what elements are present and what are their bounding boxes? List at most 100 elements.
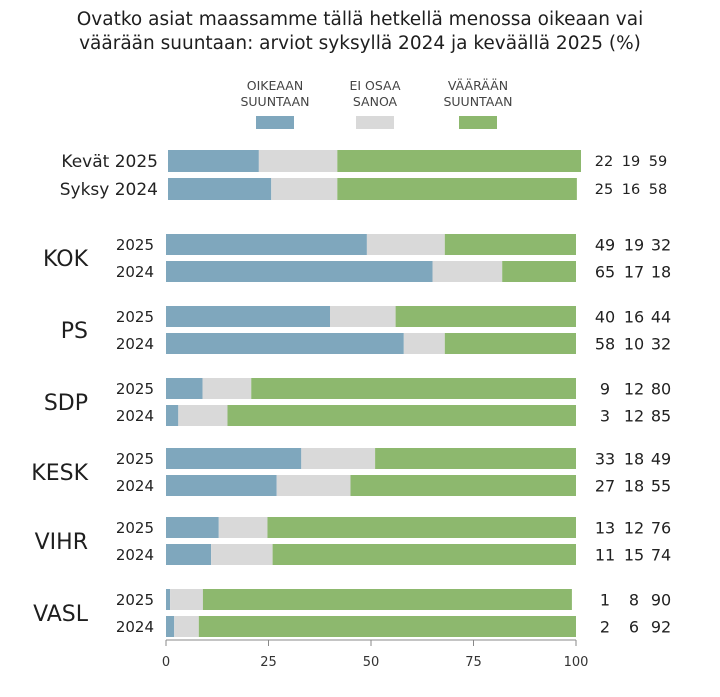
group-5-row-1-bar-segment-2 xyxy=(301,448,376,469)
group-4-row-1-bar-segment-1 xyxy=(166,378,203,399)
group-3-row-1-bar-segment-3 xyxy=(395,306,576,327)
group-4-row-2-bar-segment-1 xyxy=(166,405,179,426)
group-7-row-2-value-3: 92 xyxy=(651,617,671,636)
group-6-row-2-label: 2024 xyxy=(116,546,154,564)
group-1-row-1-label: Kevät 2025 xyxy=(61,152,158,172)
group-5-row-1-value-1: 33 xyxy=(595,449,615,468)
group-7-row-1-value-2: 8 xyxy=(629,590,639,609)
group-label-ps: PS xyxy=(61,319,88,344)
group-4-row-2-value-1: 3 xyxy=(600,406,610,425)
group-2-row-2-bar-segment-2 xyxy=(432,261,503,282)
group-5-row-2-bar-segment-3 xyxy=(350,475,576,496)
group-1-row-1-value-1: 22 xyxy=(595,154,613,170)
group-2-row-2-value-1: 65 xyxy=(595,262,615,281)
group-2-row-1-bar-segment-2 xyxy=(366,234,445,255)
group-3-row-2-label: 2024 xyxy=(116,335,154,353)
group-4-row-1-label: 2025 xyxy=(116,380,154,398)
group-2-row-1-value-2: 19 xyxy=(624,235,644,254)
group-5-row-2-value-1: 27 xyxy=(595,476,615,495)
group-3-row-1-value-1: 40 xyxy=(595,307,615,326)
group-7-row-1-value-1: 1 xyxy=(600,590,610,609)
group-4-row-1-bar-segment-3 xyxy=(251,378,576,399)
group-6-row-2-bar-segment-3 xyxy=(272,544,576,565)
group-7-row-1-bar-segment-1 xyxy=(166,589,171,610)
group-6-row-2-value-3: 74 xyxy=(651,545,671,564)
group-3-row-1-label: 2025 xyxy=(116,308,154,326)
group-6-row-2-value-2: 15 xyxy=(624,545,644,564)
group-6-row-1-value-1: 13 xyxy=(595,518,615,537)
group-7-row-2-bar-segment-1 xyxy=(166,616,175,637)
group-6-row-1-label: 2025 xyxy=(116,519,154,537)
legend-label-1-line-2: SUUNTAAN xyxy=(240,94,309,109)
group-4-row-2-value-2: 12 xyxy=(624,406,644,425)
group-7-row-1-bar-segment-2 xyxy=(170,589,203,610)
group-2-row-2-value-2: 17 xyxy=(624,262,644,281)
group-1-row-2-bar-segment-3 xyxy=(337,178,577,200)
group-7-row-2-value-1: 2 xyxy=(600,617,610,636)
group-6-row-2-bar-segment-1 xyxy=(166,544,212,565)
group-1-row-2-value-1: 25 xyxy=(595,182,613,198)
group-3-row-1-bar-segment-1 xyxy=(166,306,330,327)
legend-label-1-line-1: OIKEAAN xyxy=(247,78,303,93)
group-7-row-2-bar-segment-3 xyxy=(198,616,577,637)
group-7-row-1-bar-segment-3 xyxy=(202,589,572,610)
group-4-row-2-label: 2024 xyxy=(116,407,154,425)
group-1-row-2-bar-segment-2 xyxy=(271,178,338,200)
group-3-row-1-value-3: 44 xyxy=(651,307,671,326)
group-2-row-1-value-1: 49 xyxy=(595,235,615,254)
chart-title-line-1: Ovatko asiat maassamme tällä hetkellä me… xyxy=(76,9,644,30)
group-6-row-1-bar-segment-3 xyxy=(267,517,576,538)
group-1-row-2-value-2: 16 xyxy=(622,182,640,198)
group-5-row-1-bar-segment-3 xyxy=(375,448,576,469)
group-6-row-1-bar-segment-2 xyxy=(218,517,268,538)
group-label-vasl: VASL xyxy=(33,602,89,627)
group-label-sdp: SDP xyxy=(44,391,88,416)
group-1-row-1-value-3: 59 xyxy=(649,154,667,170)
group-1-row-1-bar-segment-3 xyxy=(337,150,581,172)
legend-swatch-3 xyxy=(459,116,497,129)
group-4-row-2-bar-segment-2 xyxy=(178,405,228,426)
group-6-row-1-value-3: 76 xyxy=(651,518,671,537)
group-1-row-2-bar-segment-1 xyxy=(168,178,272,200)
group-5-row-2-bar-segment-1 xyxy=(166,475,277,496)
group-1-row-2-value-3: 58 xyxy=(649,182,667,198)
group-5-row-2-value-3: 55 xyxy=(651,476,671,495)
x-tick-label-75: 75 xyxy=(465,655,482,670)
group-7-row-1-label: 2025 xyxy=(116,591,154,609)
x-tick-label-100: 100 xyxy=(564,655,589,670)
legend-swatch-1 xyxy=(256,116,294,129)
group-4-row-1-value-2: 12 xyxy=(624,379,644,398)
group-7-row-2-value-2: 6 xyxy=(629,617,639,636)
group-5-row-2-label: 2024 xyxy=(116,477,154,495)
group-5-row-1-value-3: 49 xyxy=(651,449,671,468)
x-tick-label-50: 50 xyxy=(363,655,380,670)
group-5-row-1-value-2: 18 xyxy=(624,449,644,468)
group-4-row-1-value-1: 9 xyxy=(600,379,610,398)
group-6-row-1-bar-segment-1 xyxy=(166,517,219,538)
group-2-row-2-value-3: 18 xyxy=(651,262,671,281)
group-5-row-1-label: 2025 xyxy=(116,450,154,468)
group-4-row-1-value-3: 80 xyxy=(651,379,671,398)
group-3-row-2-value-1: 58 xyxy=(595,334,615,353)
group-2-row-1-value-3: 32 xyxy=(651,235,671,254)
group-1-row-1-bar-segment-2 xyxy=(258,150,338,172)
group-5-row-2-value-2: 18 xyxy=(624,476,644,495)
legend-label-3-line-1: VÄÄRÄÄN xyxy=(448,78,508,93)
group-7-row-2-label: 2024 xyxy=(116,618,154,636)
group-6-row-2-value-1: 11 xyxy=(595,545,615,564)
legend-swatch-2 xyxy=(356,116,394,129)
group-3-row-1-value-2: 16 xyxy=(624,307,644,326)
group-3-row-2-value-2: 10 xyxy=(624,334,644,353)
group-5-row-1-bar-segment-1 xyxy=(166,448,302,469)
group-3-row-2-bar-segment-3 xyxy=(444,333,576,354)
group-6-row-1-value-2: 12 xyxy=(624,518,644,537)
chart-title-line-2: väärään suuntaan: arviot syksyllä 2024 j… xyxy=(79,33,641,54)
group-label-kok: KOK xyxy=(43,247,89,272)
group-7-row-2-bar-segment-2 xyxy=(174,616,199,637)
legend-label-2-line-1: EI OSAA xyxy=(349,78,400,93)
group-7-row-1-value-3: 90 xyxy=(651,590,671,609)
group-3-row-2-bar-segment-2 xyxy=(403,333,445,354)
group-label-kesk: KESK xyxy=(31,461,88,486)
x-tick-label-25: 25 xyxy=(260,655,277,670)
